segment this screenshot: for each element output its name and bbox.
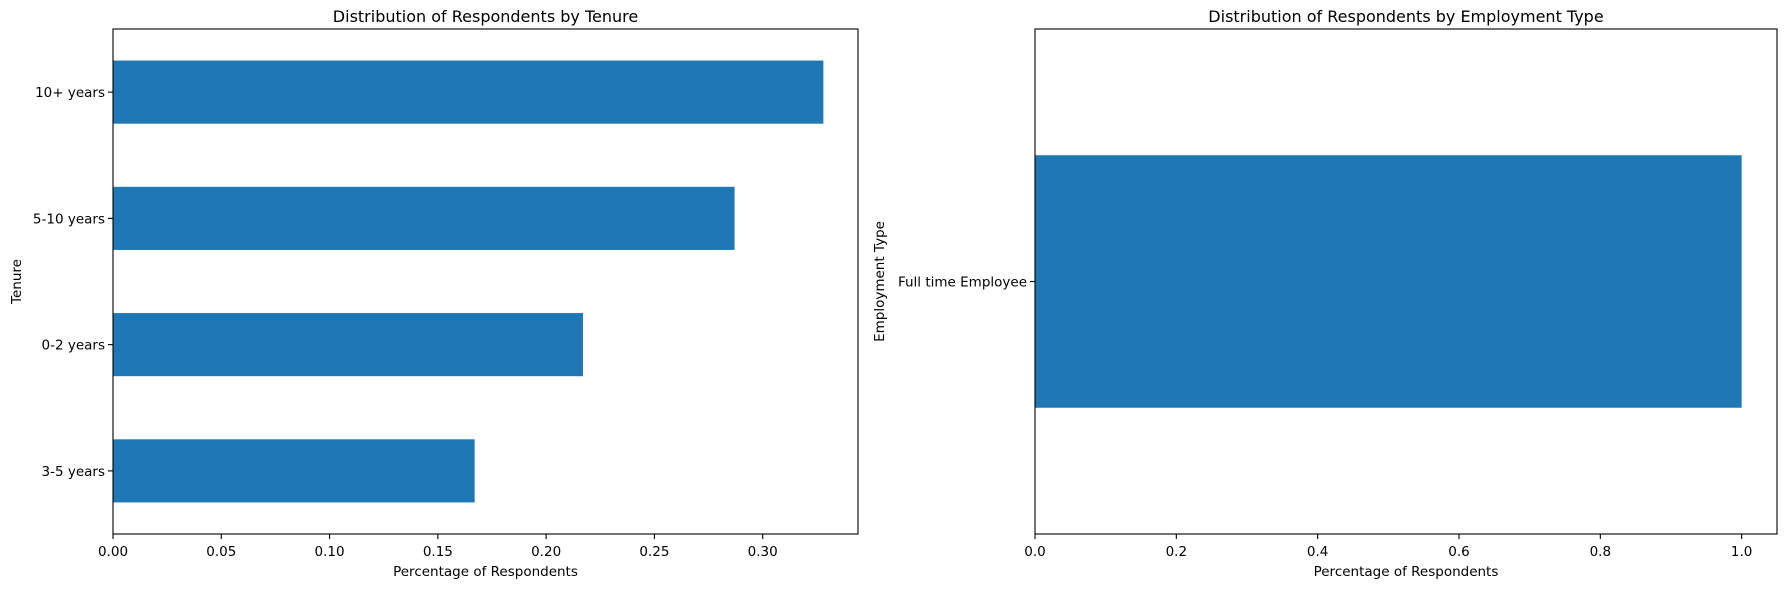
x-tick-label: 0.25 bbox=[639, 544, 669, 560]
x-tick-label: 0.00 bbox=[98, 544, 128, 560]
x-tick-label: 0.4 bbox=[1307, 544, 1328, 560]
x-axis-label: Percentage of Respondents bbox=[1314, 564, 1499, 580]
x-axis-label: Percentage of Respondents bbox=[393, 564, 578, 580]
y-tick-label: Full time Employee bbox=[898, 275, 1027, 291]
y-tick-label: 5-10 years bbox=[33, 211, 105, 227]
x-tick-label: 0.05 bbox=[206, 544, 236, 560]
bar-3-5-years bbox=[113, 439, 475, 503]
y-axis-label: Employment Type bbox=[872, 221, 888, 342]
x-tick-label: 0.8 bbox=[1590, 544, 1611, 560]
x-tick-label: 0.20 bbox=[531, 544, 561, 560]
bar-group bbox=[1035, 155, 1742, 408]
x-tick-label: 0.15 bbox=[423, 544, 453, 560]
y-axis: 3-5 years 0-2 years 5-10 years 10+ years bbox=[33, 85, 113, 480]
plot-frame bbox=[112, 28, 859, 535]
x-axis: 0.0 0.2 0.4 0.6 0.8 1.0 bbox=[1024, 534, 1752, 560]
bar-0-2-years bbox=[113, 313, 583, 377]
x-tick-label: 0.6 bbox=[1448, 544, 1469, 560]
x-tick-label: 0.0 bbox=[1024, 544, 1045, 560]
tenure-chart: Distribution of Respondents by Tenure 3-… bbox=[9, 7, 859, 580]
x-tick-label: 0.10 bbox=[315, 544, 345, 560]
y-tick-label: 0-2 years bbox=[42, 338, 106, 354]
y-axis-label: Tenure bbox=[9, 259, 25, 305]
employment-type-chart: Distribution of Respondents by Employmen… bbox=[872, 7, 1778, 580]
bar-group bbox=[113, 60, 824, 503]
y-axis: Full time Employee bbox=[898, 275, 1035, 291]
y-tick-label: 10+ years bbox=[35, 85, 105, 101]
chart-title: Distribution of Respondents by Tenure bbox=[333, 7, 638, 26]
x-tick-label: 0.30 bbox=[748, 544, 778, 560]
bar-10-years bbox=[113, 60, 824, 124]
y-tick-label: 3-5 years bbox=[42, 464, 106, 480]
x-tick-label: 1.0 bbox=[1731, 544, 1752, 560]
x-axis: 0.00 0.05 0.10 0.15 0.20 0.25 0.30 bbox=[98, 534, 778, 560]
bar-5-10-years bbox=[113, 186, 735, 250]
x-tick-label: 0.2 bbox=[1166, 544, 1187, 560]
bar-full-time-employee bbox=[1035, 155, 1742, 408]
chart-title: Distribution of Respondents by Employmen… bbox=[1208, 7, 1603, 26]
